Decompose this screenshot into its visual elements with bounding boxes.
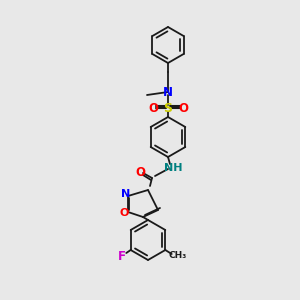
- Text: O: O: [119, 208, 129, 218]
- Text: CH₃: CH₃: [169, 251, 187, 260]
- Text: F: F: [118, 250, 126, 262]
- Text: O: O: [135, 166, 145, 178]
- Text: O: O: [148, 101, 158, 115]
- Text: N: N: [163, 85, 173, 98]
- Text: S: S: [164, 101, 172, 115]
- Text: N: N: [122, 189, 130, 199]
- Text: NH: NH: [164, 163, 182, 173]
- Text: O: O: [178, 101, 188, 115]
